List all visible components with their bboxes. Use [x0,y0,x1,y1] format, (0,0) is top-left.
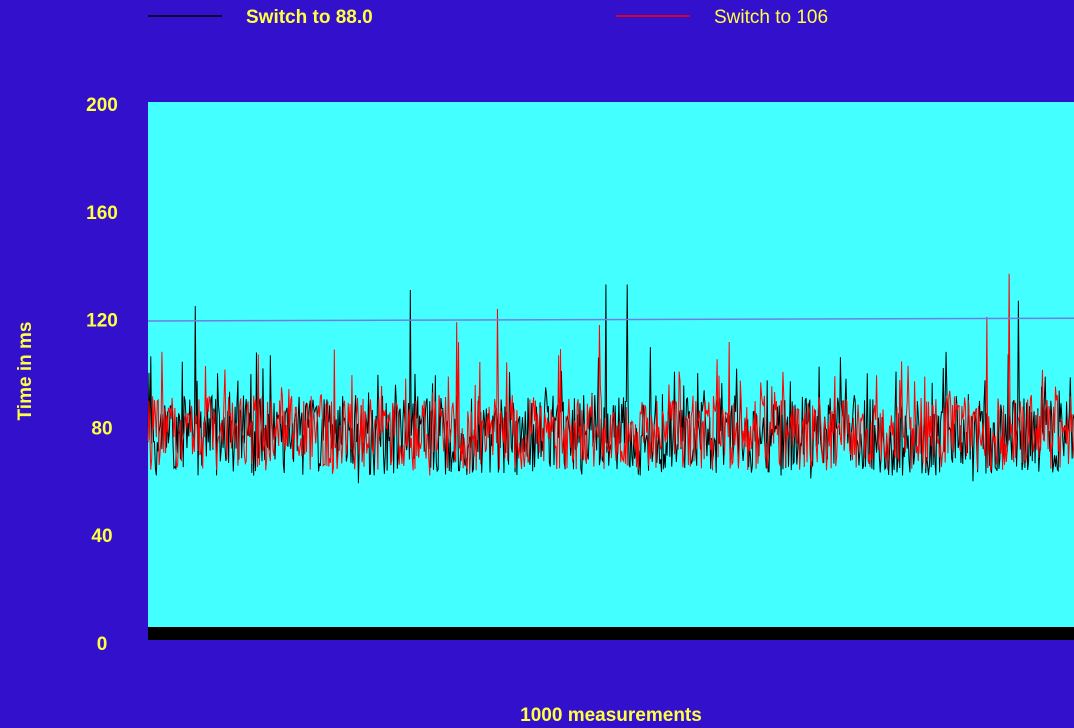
y-tick-label: 160 [86,203,118,224]
y-tick-label: 200 [86,95,118,116]
series-line-2 [147,273,1074,476]
legend-label-series-1: Switch to 88.0 [246,7,373,28]
y-tick-label: 0 [97,634,108,655]
y-tick-label: 80 [91,418,112,439]
reference-line-120 [147,317,1074,322]
y-axis-ticks: 200 160 120 80 40 0 [86,95,118,655]
plot-area [148,102,1074,639]
baseline-bar [148,627,1074,640]
legend-label-series-2: Switch to 106 [714,7,828,28]
x-axis-label: 1000 measurements [520,705,702,726]
y-tick-label: 120 [86,311,118,332]
legend: Switch to 88.0 Switch to 106 [148,7,828,28]
y-tick-label: 40 [91,526,112,547]
series-layer [147,273,1074,484]
y-axis-label: Time in ms [15,322,36,421]
